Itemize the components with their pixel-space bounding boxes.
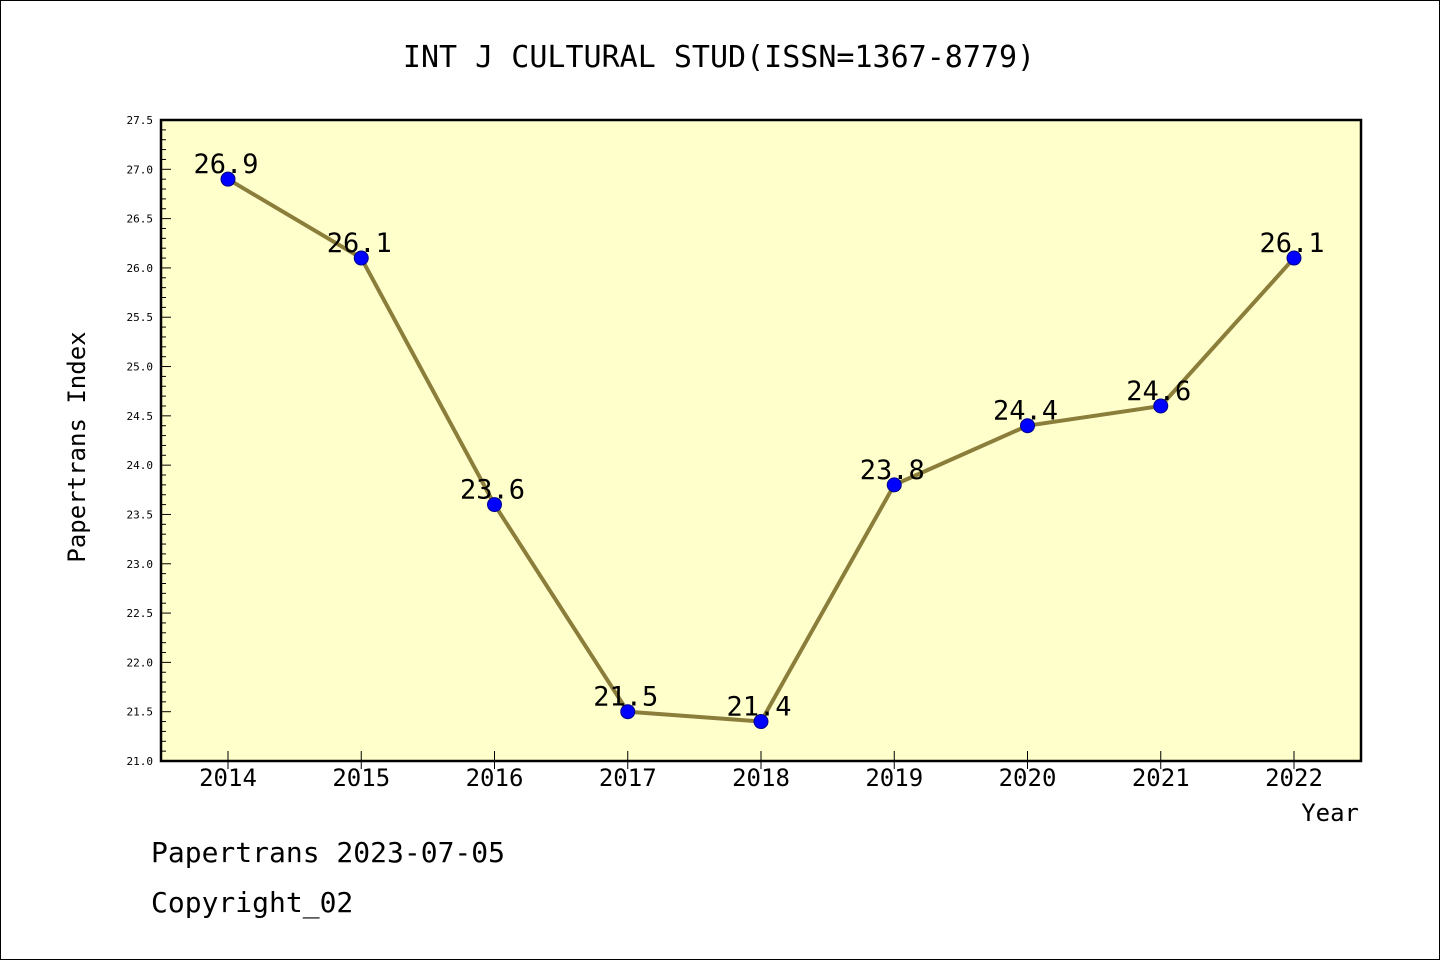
data-point <box>1286 250 1302 266</box>
y-axis-label: Papertrans Index <box>63 331 91 562</box>
x-tick-label: 2020 <box>999 764 1057 792</box>
y-tick-label: 21.0 <box>127 755 154 768</box>
data-label: 24.6 <box>1126 376 1191 407</box>
data-point <box>220 171 236 187</box>
y-tick-label: 24.5 <box>127 410 154 423</box>
data-label: 26.1 <box>1259 228 1324 259</box>
y-tick-label: 26.0 <box>127 262 154 275</box>
data-point <box>1020 418 1035 434</box>
y-tick-label: 23.0 <box>127 558 154 571</box>
y-tick-label: 22.0 <box>127 656 154 669</box>
y-tick-label: 21.5 <box>127 706 154 719</box>
footer-date-line: Papertrans 2023-07-05 <box>151 836 506 869</box>
data-point <box>487 497 502 513</box>
data-point <box>753 714 769 730</box>
y-tick-label: 27.0 <box>127 163 154 176</box>
data-point <box>886 477 902 493</box>
x-tick-label: 2015 <box>332 764 390 792</box>
y-tick-label: 23.5 <box>127 508 154 521</box>
data-label: 21.5 <box>593 682 658 713</box>
data-label: 26.9 <box>193 149 258 180</box>
y-tick-label: 25.0 <box>127 361 154 374</box>
y-tick-label: 27.5 <box>127 114 154 127</box>
data-point <box>620 704 636 720</box>
plot-background <box>161 120 1361 761</box>
data-label: 26.1 <box>327 228 392 259</box>
data-label: 23.6 <box>460 475 525 506</box>
y-tick-label: 24.0 <box>127 459 154 472</box>
data-point <box>353 250 369 266</box>
y-tick-label: 22.5 <box>127 607 154 620</box>
y-tick-label: 25.5 <box>127 311 154 324</box>
y-tick-label: 26.5 <box>127 213 154 226</box>
data-label: 24.4 <box>993 396 1058 427</box>
data-point <box>1153 398 1169 414</box>
x-tick-label: 2018 <box>732 764 790 792</box>
chart-title: INT J CULTURAL STUD(ISSN=1367-8779) <box>403 40 1035 75</box>
x-axis-label: Year <box>1301 799 1359 827</box>
x-tick-label: 2014 <box>199 764 257 792</box>
x-tick-label: 2021 <box>1132 764 1190 792</box>
x-tick-label: 2016 <box>466 764 524 792</box>
x-tick-label: 2017 <box>599 764 657 792</box>
plot-frame <box>159 118 1363 763</box>
footer-copyright-line: Copyright_02 <box>151 886 354 919</box>
plot-area: 21.0 21.5 22.0 22.5 23.0 23.5 24.0 24.5 25.0 25.5… <box>127 114 1363 792</box>
x-tick-label: 2022 <box>1265 764 1323 792</box>
data-label: 23.8 <box>860 455 925 486</box>
x-tick-label: 2019 <box>865 764 923 792</box>
data-label: 21.4 <box>726 692 791 723</box>
